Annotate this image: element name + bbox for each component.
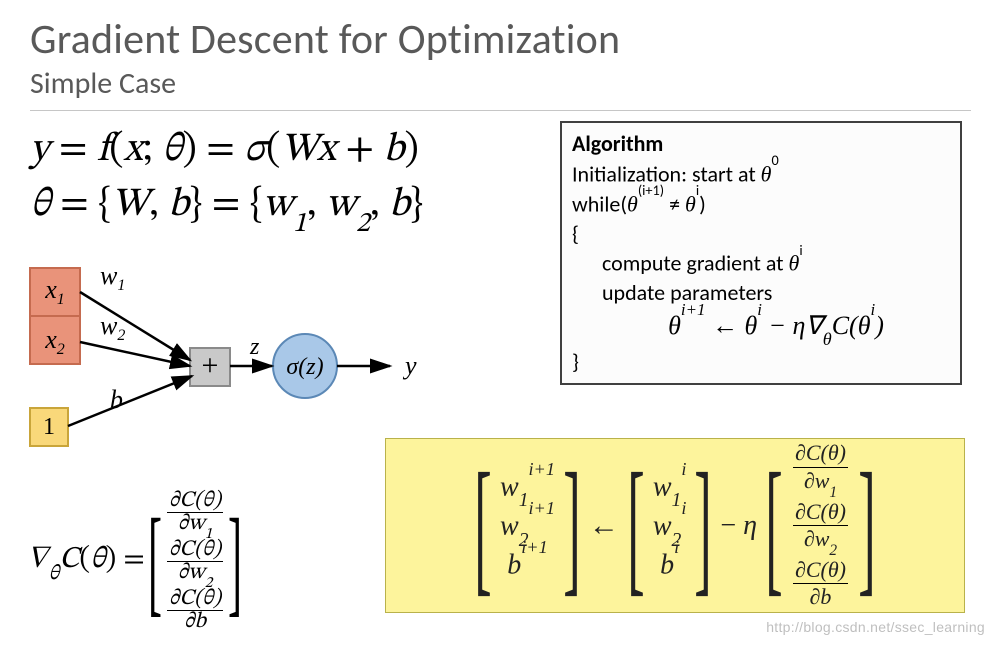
y-label: y	[402, 351, 417, 380]
page-title: Gradient Descent for Optimization	[30, 10, 971, 65]
equation-y: y = f(x; θ) = σ(Wx + b)	[30, 125, 419, 175]
algorithm-box: Algorithm Initialization: start at θ0 wh…	[560, 121, 962, 385]
bracket-right-icon: ]	[563, 466, 580, 586]
bracket-left-icon: [	[148, 513, 162, 609]
minus-eta: − η	[720, 510, 757, 542]
sum-label: +	[202, 349, 219, 382]
algorithm-close: }	[572, 347, 950, 377]
algorithm-update-math: θi+1 ← θi − η∇θC(θi)	[572, 308, 950, 347]
grad-column: ∂C(θ)∂w1 ∂C(θ)∂w2 ∂C(θ)∂b	[165, 490, 225, 633]
sigma-label: σ(z)	[286, 354, 323, 380]
network-diagram: x1 x2 1 + σ(z) w1 w2 b z y	[20, 258, 440, 458]
algorithm-init: Initialization: start at θ0	[572, 159, 950, 189]
slide: Gradient Descent for Optimization Simple…	[0, 0, 1001, 653]
update-rule-box: [ w1i+1 w2i+1 bi+1 ] ← [ w1i w2i bi ] − …	[385, 438, 965, 613]
edge-x2	[80, 342, 190, 366]
weight-w1: w1	[100, 261, 125, 294]
title-rule	[30, 110, 971, 111]
grad-lhs: ∇θC(θ) =	[26, 541, 145, 582]
equation-theta: θ = {W, b} = {w1, w2, b}	[30, 180, 423, 235]
mid-vector: w1i w2i bi	[653, 469, 687, 583]
z-label: z	[249, 334, 260, 360]
edge-x1	[80, 292, 190, 360]
bracket-right-icon: ]	[858, 466, 875, 586]
grad-row-2: ∂C(θ)∂w2	[167, 539, 223, 588]
edge-b	[68, 376, 192, 426]
bracket-right-icon: ]	[228, 513, 242, 609]
lhs-vector: w1i+1 w2i+1 bi+1	[500, 469, 555, 583]
algorithm-line1: compute gradient at θi	[572, 248, 950, 278]
arrow-left-icon: ←	[589, 509, 619, 543]
bracket-left-icon: [	[627, 466, 644, 586]
bias-label: 1	[43, 414, 55, 440]
gradient-vector: ∇θC(θ) = [ ∂C(θ)∂w1 ∂C(θ)∂w2 ∂C(θ)∂b ]	[26, 490, 237, 633]
weight-w2: w2	[100, 311, 125, 344]
algorithm-while: while(θ(i+1) ≠ θi)	[572, 189, 950, 219]
algorithm-heading: Algorithm	[572, 129, 950, 159]
bracket-left-icon: [	[474, 466, 491, 586]
page-subtitle: Simple Case	[30, 65, 971, 108]
grad-vector: ∂C(θ)∂w1 ∂C(θ)∂w2 ∂C(θ)∂b	[791, 440, 850, 610]
algorithm-open: {	[572, 219, 950, 249]
bracket-left-icon: [	[765, 466, 782, 586]
grad-row-1: ∂C(θ)∂w1	[167, 490, 223, 539]
weight-b: b	[110, 385, 123, 414]
grad-row-3: ∂C(θ)∂b	[167, 588, 223, 633]
watermark: http://blog.csdn.net/ssec_learning	[766, 619, 985, 635]
bracket-right-icon: ]	[695, 466, 712, 586]
